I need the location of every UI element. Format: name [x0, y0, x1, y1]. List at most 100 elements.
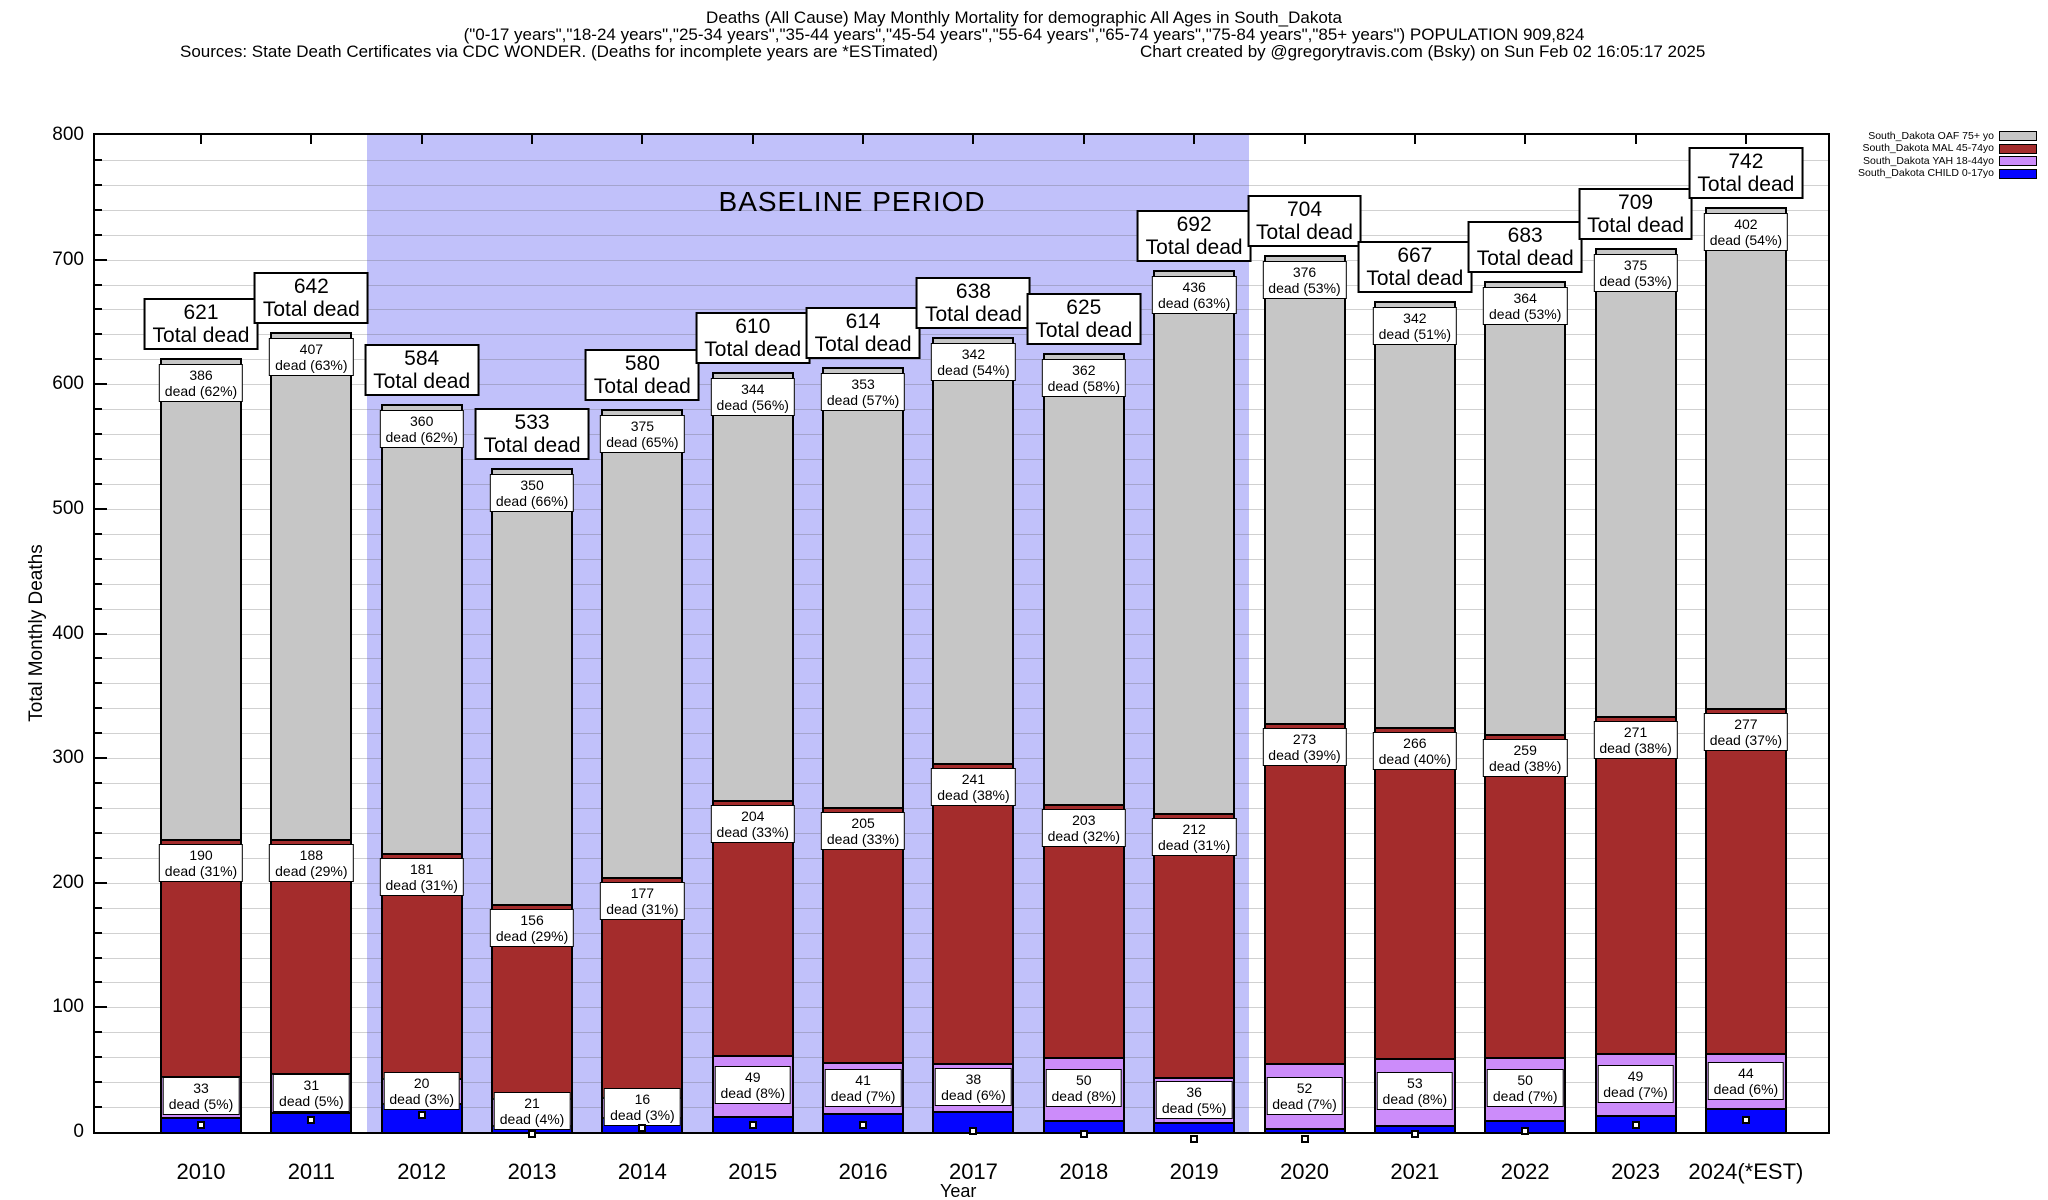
gridline: [95, 184, 1828, 186]
total-dead-label: 610 Total dead: [695, 311, 811, 364]
bar-2018-segment-oaf: [1042, 353, 1125, 805]
bar-2020-segment-oaf: [1263, 254, 1346, 724]
mal-segment-label: 188 dead (29%): [269, 844, 354, 883]
bar-2019-segment-oaf: [1153, 269, 1236, 813]
oaf-segment-label: 362 dead (58%): [1041, 359, 1126, 398]
marker-square: [1631, 1120, 1640, 1129]
y-tick-label: 0: [73, 1121, 84, 1142]
chart-title: Deaths (All Cause) May Monthly Mortality…: [706, 8, 1342, 27]
yah-segment-label: 16 dead (3%): [604, 1088, 681, 1127]
oaf-segment-label: 342 dead (51%): [1372, 306, 1458, 345]
marker-square: [1741, 1115, 1750, 1124]
yah-segment-label: 38 dead (6%): [935, 1068, 1012, 1107]
y-axis-tick: [95, 806, 102, 809]
y-axis-tick: [95, 1031, 102, 1034]
y-axis-tick: [95, 782, 102, 785]
y-tick-label: 200: [52, 871, 84, 893]
x-tick-label: 2019: [1169, 1159, 1219, 1184]
bar-2017-segment-child: [932, 1110, 1015, 1132]
x-tick-label: 2023: [1611, 1159, 1661, 1184]
legend-row: South_Dakota MAL 45-74yo: [1815, 143, 2037, 156]
y-axis-tick: [95, 956, 102, 959]
y-axis-tick: [95, 358, 102, 361]
total-dead-label: 709 Total dead: [1578, 188, 1694, 241]
marker-square: [748, 1120, 757, 1129]
y-axis-tick: [95, 1081, 102, 1084]
total-dead-label: 614 Total dead: [805, 306, 921, 359]
bar-2015-segment-oaf: [711, 371, 794, 801]
mal-segment-label: 177 dead (31%): [600, 881, 685, 920]
marker-square: [307, 1115, 316, 1124]
y-axis-tick: [95, 856, 102, 859]
total-dead-label: 667 Total dead: [1357, 240, 1473, 293]
bar-2012-segment-oaf: [380, 404, 463, 853]
chart-sources: Sources: State Death Certificates via CD…: [180, 42, 939, 61]
total-dead-label: 704 Total dead: [1247, 194, 1362, 247]
y-axis-tick: [95, 831, 102, 834]
marker-square: [417, 1110, 426, 1119]
total-dead-label: 692 Total dead: [1136, 209, 1252, 262]
bar-2024(*EST)-segment-mal: [1704, 708, 1787, 1054]
y-axis-tick: [95, 433, 102, 436]
x-axis-top-tick: [1524, 135, 1527, 144]
y-axis-tick: [95, 333, 102, 336]
y-axis-tick: [95, 757, 107, 760]
chart-credit: Chart created by @gregorytravis.com (Bsk…: [1140, 42, 1706, 61]
total-dead-label: 621 Total dead: [143, 298, 259, 351]
gridline: [95, 209, 1828, 211]
x-tick-label: 2016: [838, 1159, 888, 1184]
mal-segment-label: 212 dead (31%): [1151, 817, 1237, 856]
x-tick-label: 2022: [1500, 1159, 1550, 1184]
x-tick-label: 2010: [176, 1159, 226, 1184]
y-axis-tick: [95, 981, 102, 984]
legend: South_Dakota OAF 75+ yo South_Dakota MAL …: [1815, 130, 2037, 180]
marker-square: [859, 1120, 868, 1129]
yah-segment-label: 53 dead (8%): [1376, 1072, 1454, 1111]
legend-swatch-mal: [1999, 143, 2037, 154]
x-axis-top-tick: [200, 135, 202, 144]
total-dead-label: 580 Total dead: [584, 349, 700, 402]
total-dead-label: 625 Total dead: [1026, 293, 1142, 346]
x-tick-label: 2018: [1059, 1159, 1109, 1184]
y-axis-tick: [95, 632, 107, 635]
mal-segment-label: 203 dead (32%): [1041, 809, 1126, 848]
y-axis-tick: [95, 208, 102, 211]
x-tick-label: 2015: [728, 1159, 778, 1184]
y-axis-tick: [95, 507, 107, 510]
x-tick-label: 2012: [397, 1159, 447, 1184]
x-tick-label: 2013: [507, 1159, 557, 1184]
x-axis-top-tick: [1303, 135, 1306, 144]
y-axis-tick: [95, 158, 102, 161]
y-tick-label: 300: [52, 747, 84, 769]
bar-2016-segment-oaf: [822, 366, 905, 807]
bar-2023-segment-oaf: [1594, 248, 1677, 716]
yah-segment-label: 33 dead (5%): [162, 1077, 240, 1116]
bar-2017-segment-oaf: [932, 336, 1015, 764]
y-axis-tick: [95, 657, 102, 660]
legend-label: South_Dakota CHILD 0-17yo: [1858, 167, 1994, 180]
total-dead-label: 638 Total dead: [915, 276, 1031, 329]
plot-area: BASELINE PERIOD 621 Total dead 386 dead (62%…: [93, 133, 1830, 1144]
y-axis-tick: [95, 881, 107, 884]
oaf-segment-label: 386 dead (62%): [158, 364, 244, 403]
x-axis-top-tick: [1193, 135, 1196, 144]
marker-square: [1300, 1135, 1309, 1144]
y-tick-label: 700: [52, 248, 84, 270]
gridline: [95, 259, 1828, 261]
mal-segment-label: 241 dead (38%): [931, 768, 1016, 807]
y-tick-label: 400: [52, 622, 84, 644]
yah-segment-label: 20 dead (3%): [383, 1071, 460, 1110]
y-axis-tick: [95, 233, 102, 236]
y-axis-tick: [95, 308, 102, 311]
oaf-segment-label: 407 dead (63%): [269, 337, 354, 376]
mal-segment-label: 181 dead (31%): [379, 857, 464, 896]
total-dead-label: 533 Total dead: [474, 407, 590, 460]
total-dead-label: 642 Total dead: [253, 271, 369, 324]
mal-segment-label: 204 dead (33%): [710, 805, 795, 844]
yah-segment-label: 41 dead (7%): [824, 1068, 902, 1107]
mal-segment-label: 271 dead (38%): [1593, 720, 1678, 759]
y-axis-tick: [95, 283, 102, 286]
legend-swatch-oaf: [1999, 131, 2037, 142]
legend-swatch-child: [1999, 168, 2037, 179]
mal-segment-label: 266 dead (40%): [1372, 731, 1458, 770]
